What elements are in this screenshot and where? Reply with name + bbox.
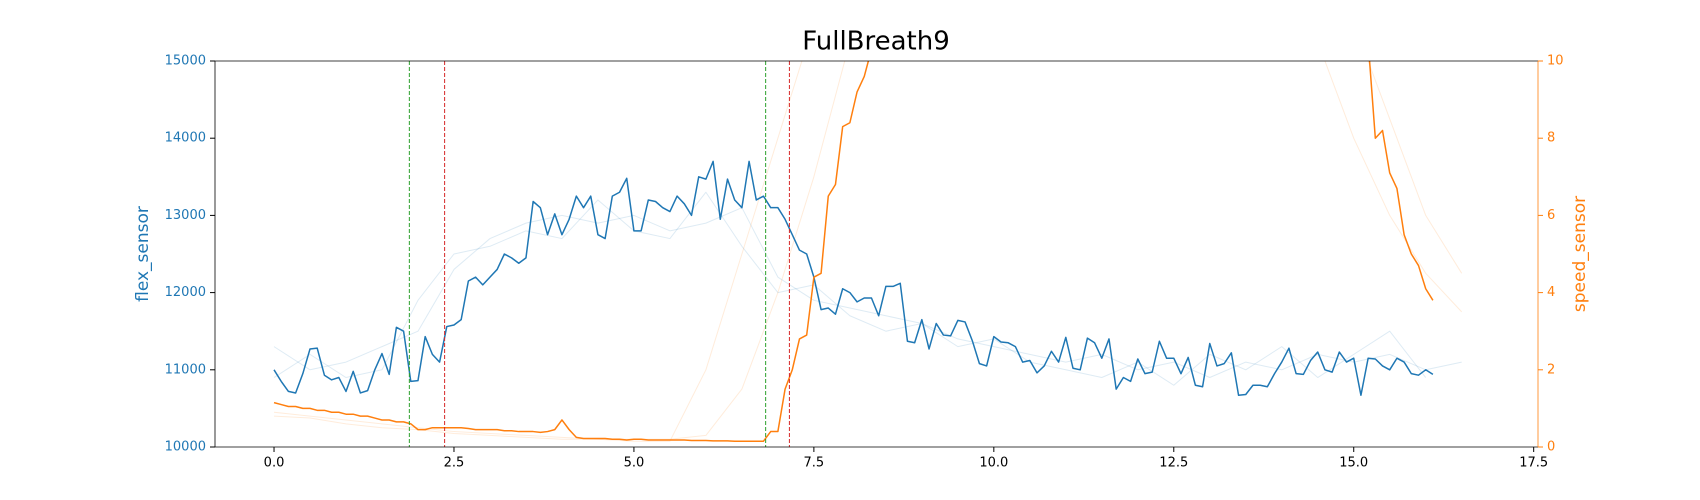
y-tick-label: 15000	[165, 54, 206, 69]
x-tick-label: 15.0	[1339, 456, 1368, 471]
x-tick-label: 0.0	[264, 456, 285, 471]
y2-tick-label: 4	[1547, 285, 1555, 300]
data-line	[273, 61, 1463, 440]
x-tick-label: 5.0	[624, 456, 645, 471]
y2-tick-label: 0	[1547, 440, 1555, 455]
data-line	[273, 61, 1463, 442]
y2-axis-label: speed_sensor	[1570, 196, 1590, 312]
x-tick-label: 12.5	[1159, 456, 1188, 471]
y-axis-label: flex_sensor	[133, 206, 153, 302]
x-tick-label: 7.5	[804, 456, 825, 471]
y-tick-label: 12000	[165, 285, 206, 300]
data-line	[273, 191, 1427, 386]
y2-tick-label: 8	[1547, 131, 1555, 146]
x-tick-label: 10.0	[979, 456, 1008, 471]
data-line	[273, 61, 1434, 442]
y2-tick-label: 2	[1547, 362, 1555, 377]
y-tick-label: 13000	[165, 208, 206, 223]
data-line	[273, 160, 1434, 397]
data-line	[273, 207, 1462, 379]
y-tick-label: 11000	[165, 362, 206, 377]
y2-tick-label: 6	[1547, 208, 1555, 223]
y2-tick-label: 10	[1547, 54, 1564, 69]
y-tick-label: 14000	[165, 131, 206, 146]
plot-area	[273, 61, 1463, 447]
x-tick-label: 17.5	[1519, 456, 1548, 471]
y-tick-label: 10000	[165, 440, 206, 455]
chart-title: FullBreath9	[802, 27, 950, 57]
x-tick-label: 2.5	[444, 456, 465, 471]
